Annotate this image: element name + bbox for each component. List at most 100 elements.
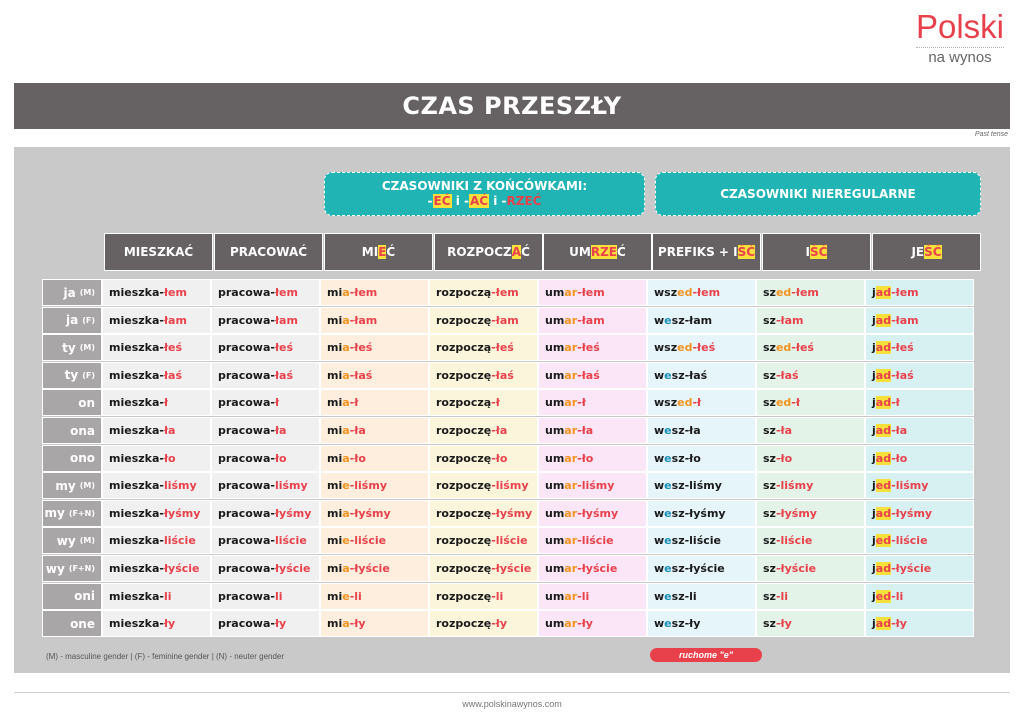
gender-legend: (M) - masculine gender | (F) - feminine … [46, 652, 285, 661]
word-part: ad [875, 396, 892, 410]
word-part: e [664, 534, 672, 548]
word-part: -łem [349, 286, 378, 299]
word-part: -łam [891, 313, 919, 327]
page-title: CZAS PRZESZŁY [402, 92, 622, 120]
conjugation-cell: j ad -łyśmy [865, 499, 974, 527]
table-row: one mieszka-ły pracowa-ły mi a -ły rozpoczę -ły… [42, 610, 974, 638]
word-part: sz [763, 451, 776, 465]
word-part: w [654, 451, 665, 465]
word-part: sz-ło [671, 451, 701, 465]
column-header: ROZPOCZ A Ć [434, 233, 543, 271]
conjugation-cell: rozpoczą -łeś [429, 334, 538, 362]
word-part: -ło [891, 451, 908, 465]
word-part: -łem [692, 286, 721, 299]
ending-ec: EĆ [432, 194, 452, 208]
word-part: sz [763, 368, 776, 382]
word-part: ły [163, 617, 176, 631]
word-part: -liście [891, 534, 928, 548]
word-part: -łam [775, 313, 804, 327]
word-part: mi [327, 313, 343, 327]
logo-divider [916, 47, 1004, 48]
row-pronoun: ja [66, 313, 79, 328]
word-part: j [872, 451, 876, 465]
word-part: j [872, 396, 876, 410]
row-label: ona [42, 417, 102, 444]
conjugation-cell: pracowa-łam [211, 306, 320, 334]
word-part: -łem [791, 286, 819, 299]
word-part: mieszka- [109, 368, 164, 382]
word-part: um [545, 506, 565, 520]
word-part: -łem [577, 286, 605, 299]
word-part: łam [274, 313, 298, 327]
word-part: pracowa- [218, 396, 275, 410]
row-gender: (M) [79, 536, 95, 546]
conjugation-cell: rozpoczą -ł [429, 389, 538, 417]
word-part: ad [875, 562, 892, 575]
word-part: rozpoczę [436, 451, 492, 465]
row-label: my (M) [42, 472, 102, 500]
row-gender: (F) [82, 315, 95, 325]
conjugation-cell: mi a -ło [320, 444, 429, 472]
row-gender: (M) [79, 343, 95, 353]
word-part: ar [564, 368, 578, 382]
conjugation-cell: um ar -li [538, 582, 647, 610]
word-part: rozpoczą [436, 396, 492, 410]
logo-word: Polski [915, 8, 1005, 45]
word-part: j [872, 562, 876, 575]
word-part: e [664, 451, 672, 465]
table-row: on mieszka-ł pracowa-ł mi a -ł rozpoczą -ł um ar -… [42, 389, 974, 417]
word-part: łeś [163, 341, 183, 355]
conjugation-cell: rozpoczę -łaś [429, 361, 538, 389]
word-part: ar [564, 341, 578, 355]
word-part: sz-li [671, 589, 697, 603]
row-label: one [42, 610, 102, 638]
word-part: ad [875, 368, 892, 382]
word-part: ł [163, 396, 169, 410]
word-part: pracowa- [218, 562, 275, 575]
column-header: PREFIKS + I ŚĆ [652, 233, 761, 271]
row-label: ono [42, 444, 102, 472]
word-part: łem [274, 286, 298, 299]
word-part: ad [875, 424, 892, 437]
page-subtitle: Past tense [974, 131, 1008, 138]
word-part: j [872, 506, 876, 520]
word-part: ar [564, 451, 578, 465]
word-part: liśmy [163, 479, 197, 493]
word-part: pracowa- [218, 534, 275, 548]
conjugation-cell: mi a -łyście [320, 555, 429, 582]
table-row: ono mieszka-ło pracowa-ło mi a -ło rozpoczę -ło… [42, 444, 974, 472]
conjugation-cell: j ad -łyście [865, 555, 974, 582]
conjugation-cell: j ad -ło [865, 444, 974, 472]
conjugation-cell: w e sz-liście [647, 527, 756, 555]
word-part: rozpoczą [436, 341, 492, 355]
column-header: MI E Ć [324, 233, 433, 271]
word-part: a [342, 341, 350, 355]
word-part: ad [875, 617, 892, 631]
word-part: w [654, 479, 665, 493]
word-part: w [654, 424, 665, 437]
column-header-text: ROZPOCZ [447, 245, 512, 259]
word-part: ar [564, 396, 578, 410]
word-part: ed [775, 396, 792, 410]
word-part: w [654, 534, 665, 548]
word-part: -ły [349, 617, 366, 631]
conjugation-cell: mieszka-ł [102, 389, 211, 417]
word-part: mi [327, 534, 343, 548]
word-part: sz-liśmy [671, 479, 722, 493]
word-part: pracowa- [218, 589, 275, 603]
conjugation-cell: w e sz-liśmy [647, 472, 756, 500]
conjugation-cell: pracowa-liście [211, 527, 320, 555]
word-part: ed [677, 286, 693, 299]
word-part: -łam [349, 313, 378, 327]
conjugation-cell: mieszka-liście [102, 527, 211, 555]
word-part: -ło [577, 451, 594, 465]
word-part: ad [875, 451, 892, 465]
conjugation-cell: um ar -łyśmy [538, 499, 647, 527]
word-part: pracowa- [218, 451, 275, 465]
word-part: -ł [577, 396, 586, 410]
word-part: -łyśmy [577, 506, 619, 520]
conjugation-cell: pracowa-ło [211, 444, 320, 472]
word-part: e [664, 368, 672, 382]
word-part: j [872, 368, 876, 382]
word-part: -łeś [349, 341, 373, 355]
